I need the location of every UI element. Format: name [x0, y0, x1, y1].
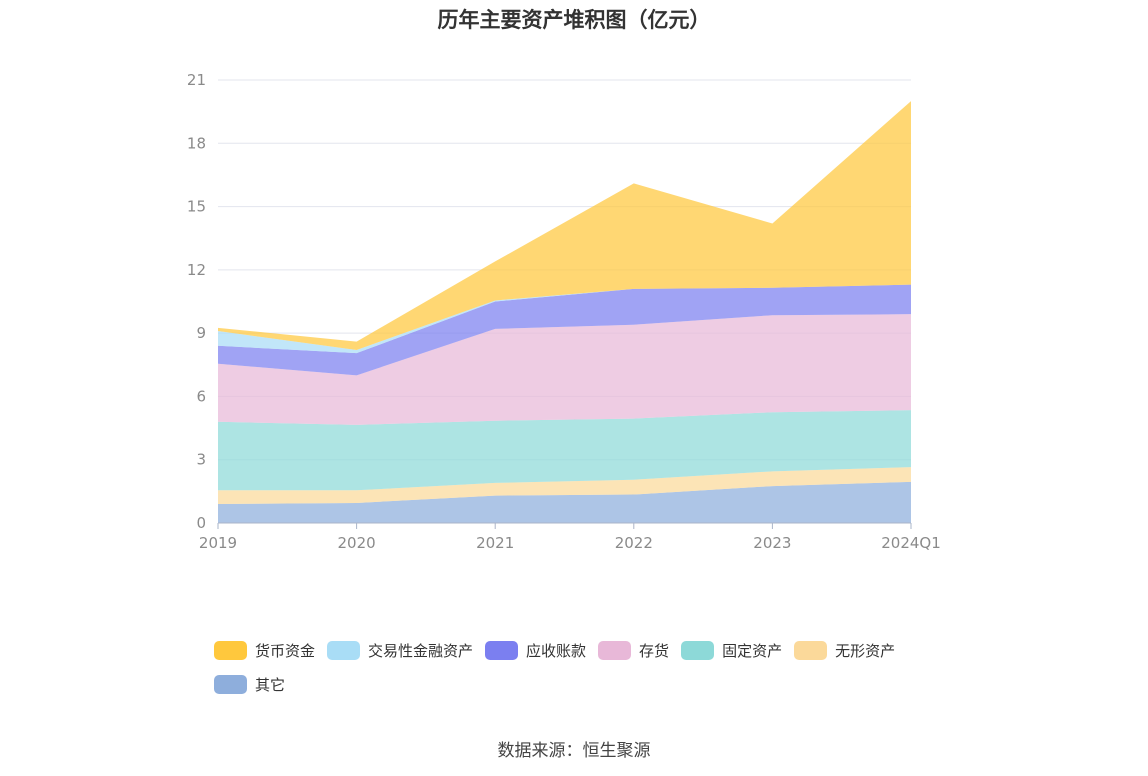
- y-tick-label: 3: [196, 451, 206, 469]
- x-tick-label: 2022: [615, 534, 653, 552]
- chart-title: 历年主要资产堆积图（亿元）: [437, 8, 711, 32]
- legend-swatch: [214, 640, 247, 660]
- legend-item[interactable]: 其它: [214, 672, 285, 696]
- legend-swatch: [598, 640, 632, 660]
- x-tick-label: 2024Q1: [881, 534, 941, 552]
- legend-label: 应收账款: [526, 641, 587, 660]
- y-tick-label: 21: [187, 71, 206, 89]
- legend: 货币资金 交易性金融资产 应收账款 存货 固定资产 无形资产其它: [214, 638, 974, 706]
- legend-label: 交易性金融资产: [368, 641, 474, 660]
- legend-label: 货币资金: [255, 641, 316, 660]
- legend-item[interactable]: 货币资金: [214, 638, 315, 662]
- x-tick-label: 2023: [753, 534, 791, 552]
- y-tick-label: 9: [196, 324, 206, 342]
- legend-item[interactable]: 应收账款: [485, 638, 586, 662]
- stacked-area-chart: 0 3 6 9 12 15 18 21 2019 2020 2021 2022 2023 2024Q1: [187, 71, 941, 552]
- area-series-0: [218, 481, 911, 523]
- area-series-1: [218, 467, 911, 505]
- legend-label: 无形资产: [835, 641, 896, 660]
- axis-layer: 0 3 6 9 12 15 18 21 2019 2020 2021 2022 2023 2024Q1: [187, 71, 941, 552]
- legend-item[interactable]: 无形资产: [794, 638, 895, 662]
- legend-item[interactable]: 固定资产: [681, 638, 782, 662]
- legend-swatch: [794, 640, 828, 660]
- area-series-3: [218, 314, 911, 425]
- y-tick-label: 12: [187, 261, 206, 279]
- legend-swatch: [327, 640, 361, 660]
- legend-swatch: [485, 640, 519, 660]
- x-tick-label: 2020: [338, 534, 376, 552]
- legend-label: 存货: [639, 641, 670, 660]
- y-tick-label: 6: [196, 387, 206, 405]
- area-series-4: [218, 284, 911, 376]
- legend-label: 固定资产: [722, 641, 783, 660]
- area-series-2: [218, 410, 911, 491]
- legend-label: 其它: [255, 675, 286, 694]
- area-series-6: [218, 101, 911, 351]
- x-tick-label: 2021: [476, 534, 514, 552]
- y-tick-label: 18: [187, 134, 206, 152]
- y-tick-label: 15: [187, 198, 206, 216]
- legend-item[interactable]: 存货: [598, 638, 669, 662]
- legend-item[interactable]: 交易性金融资产: [327, 638, 473, 662]
- y-tick-label: 0: [196, 514, 206, 532]
- legend-swatch: [214, 674, 247, 694]
- source-note: 数据来源：恒生聚源: [497, 741, 651, 761]
- area-layer: [218, 101, 911, 523]
- legend-swatch: [681, 640, 715, 660]
- area-series-5: [218, 284, 911, 354]
- x-tick-label: 2019: [199, 534, 237, 552]
